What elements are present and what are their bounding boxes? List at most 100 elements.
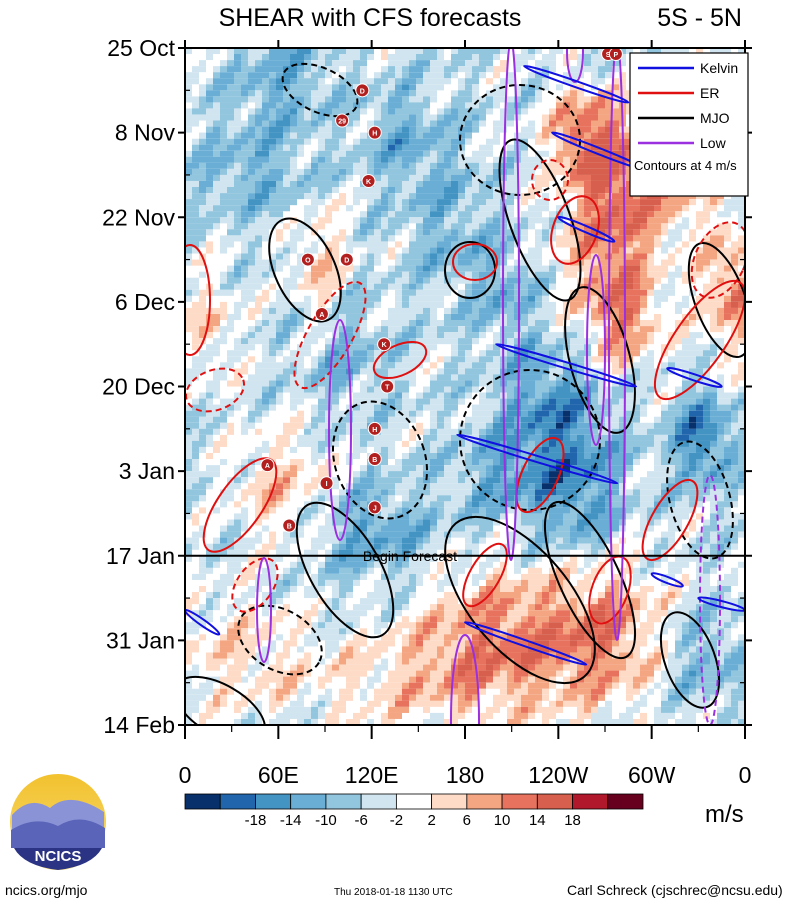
heatmap-cell bbox=[444, 537, 451, 544]
heatmap-cell bbox=[192, 398, 199, 405]
heatmap-cell bbox=[255, 658, 262, 665]
heatmap-cell bbox=[493, 314, 500, 321]
heatmap-cell bbox=[255, 223, 262, 230]
heatmap-cell bbox=[367, 495, 374, 502]
heatmap-cell bbox=[318, 404, 325, 411]
heatmap-cell bbox=[486, 634, 493, 641]
heatmap-cell bbox=[500, 573, 507, 580]
heatmap-cell bbox=[486, 706, 493, 713]
heatmap-cell bbox=[185, 307, 192, 314]
heatmap-cell bbox=[395, 283, 402, 290]
heatmap-cell bbox=[353, 525, 360, 532]
heatmap-cell bbox=[346, 561, 353, 568]
heatmap-cell bbox=[535, 628, 542, 635]
heatmap-cell bbox=[353, 314, 360, 321]
heatmap-cell bbox=[311, 410, 318, 417]
heatmap-cell bbox=[549, 126, 556, 133]
heatmap-cell bbox=[374, 205, 381, 212]
heatmap-cell bbox=[493, 670, 500, 677]
heatmap-cell bbox=[451, 459, 458, 466]
heatmap-cell bbox=[528, 102, 535, 109]
heatmap-cell bbox=[360, 338, 367, 345]
heatmap-cell bbox=[374, 283, 381, 290]
heatmap-cell bbox=[269, 676, 276, 683]
heatmap-cell bbox=[388, 465, 395, 472]
heatmap-cell bbox=[430, 132, 437, 139]
heatmap-cell bbox=[325, 610, 332, 617]
heatmap-cell bbox=[507, 271, 514, 278]
heatmap-cell bbox=[521, 277, 528, 284]
heatmap-cell bbox=[507, 404, 514, 411]
heatmap-cell bbox=[535, 489, 542, 496]
heatmap-cell bbox=[563, 525, 570, 532]
heatmap-cell bbox=[185, 96, 192, 103]
heatmap-cell bbox=[311, 247, 318, 254]
heatmap-cell bbox=[528, 368, 535, 375]
heatmap-cell bbox=[458, 54, 465, 61]
heatmap-cell bbox=[556, 477, 563, 484]
heatmap-cell bbox=[297, 398, 304, 405]
heatmap-cell bbox=[430, 604, 437, 611]
heatmap-cell bbox=[402, 132, 409, 139]
heatmap-cell bbox=[402, 622, 409, 629]
heatmap-cell bbox=[192, 314, 199, 321]
heatmap-cell bbox=[185, 205, 192, 212]
heatmap-cell bbox=[248, 616, 255, 623]
heatmap-cell bbox=[192, 156, 199, 163]
heatmap-cell bbox=[507, 422, 514, 429]
heatmap-cell bbox=[437, 199, 444, 206]
heatmap-cell bbox=[542, 465, 549, 472]
heatmap-cell bbox=[416, 477, 423, 484]
heatmap-cell bbox=[493, 156, 500, 163]
heatmap-cell bbox=[297, 386, 304, 393]
heatmap-cell bbox=[318, 54, 325, 61]
heatmap-cell bbox=[542, 404, 549, 411]
heatmap-cell bbox=[255, 453, 262, 460]
heatmap-cell bbox=[311, 495, 318, 502]
heatmap-cell bbox=[381, 168, 388, 175]
heatmap-cell bbox=[318, 634, 325, 641]
heatmap-cell bbox=[479, 567, 486, 574]
heatmap-cell bbox=[444, 241, 451, 248]
heatmap-cell bbox=[556, 446, 563, 453]
heatmap-cell bbox=[388, 561, 395, 568]
heatmap-cell bbox=[423, 513, 430, 520]
heatmap-cell bbox=[381, 434, 388, 441]
heatmap-cell bbox=[192, 598, 199, 605]
heatmap-cell bbox=[556, 223, 563, 230]
heatmap-cell bbox=[493, 332, 500, 339]
heatmap-cell bbox=[213, 199, 220, 206]
heatmap-cell bbox=[563, 410, 570, 417]
heatmap-cell bbox=[332, 283, 339, 290]
heatmap-cell bbox=[395, 592, 402, 599]
heatmap-cell bbox=[486, 670, 493, 677]
heatmap-cell bbox=[444, 519, 451, 526]
heatmap-cell bbox=[430, 688, 437, 695]
heatmap-cell bbox=[395, 253, 402, 260]
heatmap-cell bbox=[241, 277, 248, 284]
heatmap-cell bbox=[451, 700, 458, 707]
heatmap-cell bbox=[486, 174, 493, 181]
heatmap-cell bbox=[381, 356, 388, 363]
heatmap-cell bbox=[542, 54, 549, 61]
heatmap-cell bbox=[325, 616, 332, 623]
heatmap-cell bbox=[185, 440, 192, 447]
heatmap-cell bbox=[521, 314, 528, 321]
heatmap-cell bbox=[192, 440, 199, 447]
heatmap-cell bbox=[437, 416, 444, 423]
heatmap-cell bbox=[346, 168, 353, 175]
heatmap-cell bbox=[528, 422, 535, 429]
heatmap-cell bbox=[507, 712, 514, 719]
heatmap-cell bbox=[353, 144, 360, 151]
heatmap-cell bbox=[360, 138, 367, 145]
heatmap-cell bbox=[409, 247, 416, 254]
heatmap-cell bbox=[479, 247, 486, 254]
heatmap-cell bbox=[262, 307, 269, 314]
heatmap-cell bbox=[318, 440, 325, 447]
heatmap-cell bbox=[535, 434, 542, 441]
heatmap-cell bbox=[262, 368, 269, 375]
heatmap-cell bbox=[199, 555, 206, 562]
heatmap-cell bbox=[290, 174, 297, 181]
heatmap-cell bbox=[563, 259, 570, 266]
heatmap-cell bbox=[262, 513, 269, 520]
